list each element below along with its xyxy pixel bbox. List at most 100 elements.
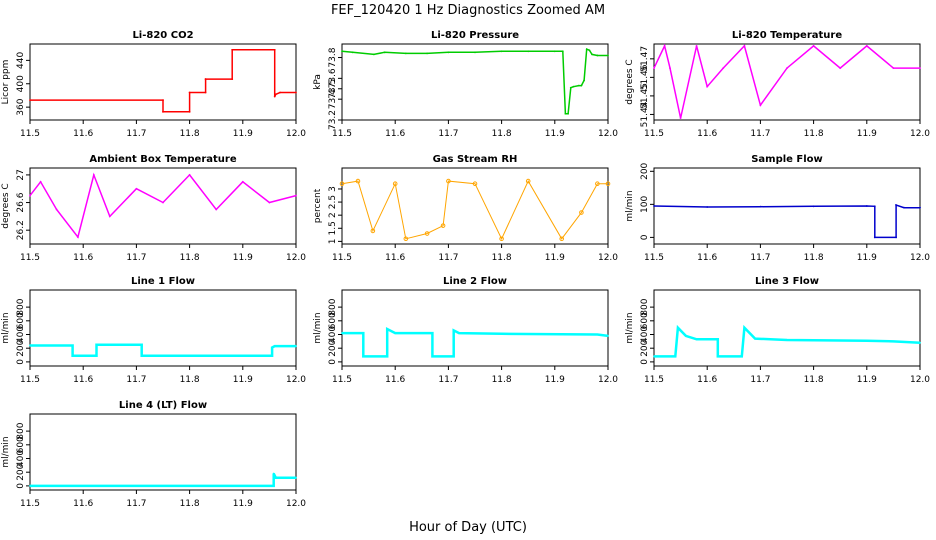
data-point	[812, 205, 815, 208]
y-tick-label: 0	[640, 234, 650, 240]
y-tick-label: 73.2	[328, 110, 338, 130]
data-point	[695, 44, 698, 47]
x-tick-label: 12.0	[910, 375, 930, 385]
data-point	[452, 329, 455, 332]
x-tick-label: 11.5	[644, 129, 664, 139]
x-tick-label: 12.0	[910, 253, 930, 263]
series-line	[30, 343, 296, 357]
scatter-series	[339, 178, 611, 242]
data-point	[500, 332, 503, 335]
data-point	[564, 112, 567, 115]
data-point	[204, 91, 207, 94]
data-point	[140, 354, 143, 357]
data-point	[29, 344, 31, 347]
y-tick-label: 200	[640, 339, 650, 356]
x-tick-label: 11.8	[180, 375, 200, 385]
data-point	[499, 236, 504, 242]
data-point	[274, 476, 277, 479]
data-point	[474, 51, 476, 54]
x-tick-label: 11.8	[804, 129, 824, 139]
data-point	[271, 346, 273, 349]
x-tick-label: 11.9	[857, 375, 877, 385]
data-point	[426, 52, 429, 55]
data-point	[865, 205, 868, 207]
x-tick-label: 11.8	[180, 129, 200, 139]
panel-title: Line 4 (LT) Flow	[119, 400, 207, 411]
plot-frame	[653, 289, 921, 367]
panel-title: Line 2 Flow	[443, 276, 507, 287]
y-tick-label: 600	[16, 312, 26, 329]
y-tick-label: 1.5	[328, 221, 338, 235]
x-tick-label: 11.9	[233, 253, 253, 263]
x-tick-label: 11.5	[644, 375, 664, 385]
y-tick-label: 73.6	[328, 68, 338, 88]
chart-panel: Li-820 Temperature 11.5 11.6 11.7 11.8 11.9 12…	[625, 30, 930, 139]
data-point	[272, 472, 275, 475]
data-point	[268, 201, 271, 204]
y-tick-label: 0	[640, 359, 650, 365]
data-point	[274, 93, 277, 96]
y-axis-label: ml/min	[625, 312, 635, 343]
data-point	[607, 54, 609, 57]
data-point	[895, 204, 897, 206]
series-line	[341, 180, 608, 240]
y-tick-label: 2.5	[328, 195, 338, 209]
data-point	[567, 112, 569, 115]
data-point	[404, 52, 407, 55]
data-point	[351, 51, 354, 54]
data-point	[341, 50, 343, 53]
x-tick-label: 11.6	[697, 253, 717, 263]
y-axis-label: ml/min	[313, 312, 323, 343]
data-point	[577, 84, 580, 87]
data-point	[740, 355, 743, 358]
data-point	[188, 110, 191, 113]
y-axis-label: kPa	[313, 74, 323, 90]
data-point	[663, 44, 666, 47]
x-tick-label: 11.7	[126, 129, 146, 139]
y-tick-label: 26.6	[16, 192, 26, 212]
data-point	[162, 110, 164, 113]
x-tick-label: 12.0	[910, 129, 930, 139]
y-tick-label: 200	[328, 339, 338, 356]
data-point	[559, 236, 565, 242]
data-point	[452, 355, 455, 358]
series-line	[30, 473, 296, 488]
series-line	[653, 203, 920, 239]
data-point	[231, 78, 234, 80]
data-point	[458, 332, 460, 335]
y-tick-label: 200	[16, 339, 26, 356]
data-point	[706, 206, 709, 208]
y-tick-label: 51.46	[640, 64, 650, 90]
plot-frame	[29, 43, 297, 121]
data-point	[919, 341, 921, 344]
x-tick-label: 12.0	[598, 375, 618, 385]
data-point	[919, 206, 921, 209]
x-tick-label: 11.7	[750, 375, 770, 385]
chart-panel: Li-820 Pressure 11.5 11.6 11.7 11.8 11.9 12.0 7…	[313, 30, 618, 139]
data-point	[716, 355, 719, 358]
x-tick-label: 11.8	[804, 375, 824, 385]
x-tick-label: 11.6	[385, 253, 405, 263]
data-point	[92, 174, 95, 176]
data-point	[29, 194, 31, 197]
series-line	[342, 326, 609, 358]
x-tick-label: 11.6	[385, 375, 405, 385]
data-point	[272, 484, 275, 487]
plot-frame	[653, 43, 921, 121]
data-point	[695, 338, 698, 341]
y-tick-label: 600	[640, 312, 650, 329]
x-tick-label: 11.7	[750, 253, 770, 263]
data-point	[892, 340, 895, 343]
x-tick-label: 11.8	[180, 499, 200, 509]
y-tick-label: 800	[328, 298, 338, 315]
plot-frame	[29, 289, 297, 367]
y-tick-label: 360	[16, 98, 26, 115]
y-tick-label: 51.44	[640, 101, 650, 127]
data-point	[295, 194, 297, 197]
x-tick-label: 11.5	[20, 253, 40, 263]
y-tick-label: 600	[328, 312, 338, 329]
data-point	[95, 354, 98, 357]
data-point	[55, 208, 58, 211]
data-point	[716, 338, 719, 341]
